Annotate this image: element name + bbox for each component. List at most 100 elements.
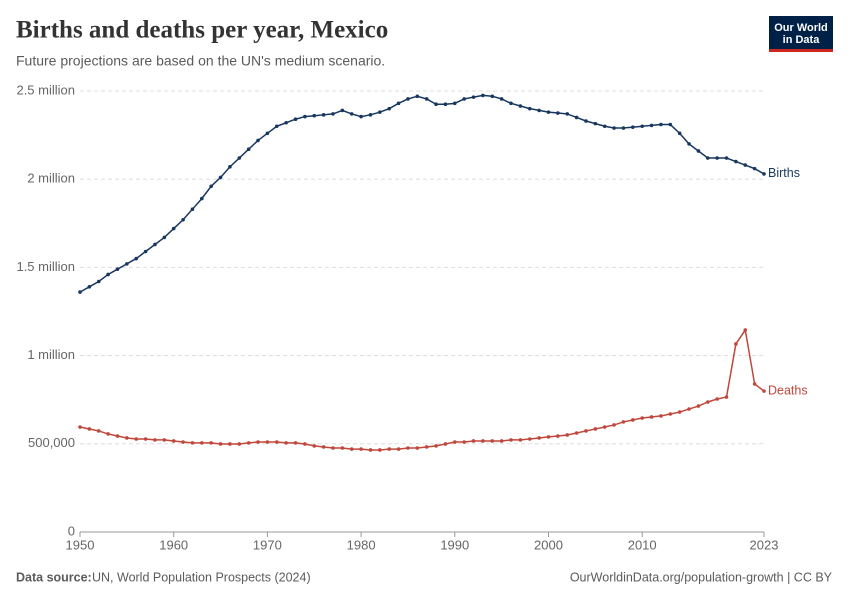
y-tick-label: 1.5 million [16,259,75,274]
data-point [321,113,326,117]
data-point [396,101,401,106]
data-point [387,447,392,451]
x-tick-label: 1990 [440,537,469,552]
data-point [237,156,242,160]
data-point [406,446,410,450]
series-label: Births [768,166,800,180]
data-point [593,427,598,431]
x-tick-label: 1980 [347,537,376,552]
data-point [284,120,288,125]
data-point [668,122,673,127]
source: UN, World Population Prospects (2024) [92,570,311,584]
data-point [443,442,448,446]
x-tick-label: 2000 [534,537,563,552]
data-point [696,404,701,408]
data-point [640,124,644,129]
data-point [321,445,326,449]
data-point [724,395,729,399]
data-point [424,445,429,449]
data-point [631,418,635,422]
data-point [612,423,616,427]
data-point [471,439,476,443]
data-point [631,125,635,129]
logo-box[interactable] [769,16,833,52]
data-point [209,441,213,445]
data-point [359,447,363,451]
x-tick-label: 1970 [253,537,282,552]
data-point [228,165,232,169]
data-point [274,124,279,129]
data-point [593,121,598,126]
data-point [452,101,457,106]
data-point [200,441,204,445]
data-point [499,439,504,443]
data-point [143,437,148,441]
data-point [462,97,466,101]
data-point [659,122,663,127]
footer-link[interactable]: OurWorldinData.org/population-growth | C… [570,570,833,584]
data-point [452,440,457,444]
data-point [265,440,270,444]
data-point [143,249,148,254]
data-point [378,448,382,452]
data-point [125,262,129,266]
data-point [406,97,410,101]
data-point [171,439,176,443]
data-point [584,119,588,123]
data-point [96,429,101,433]
data-point [546,110,551,114]
data-point [443,102,448,107]
data-point [153,242,157,247]
y-tick-label: 2 million [27,171,75,186]
data-point [705,400,710,404]
data-point [368,113,373,117]
data-point [181,440,185,444]
data-point [115,267,120,271]
data-point [349,112,354,116]
data-point [705,156,710,160]
data-point [293,117,298,122]
data-point [621,126,626,130]
y-tick-label: 2.5 million [16,82,75,97]
data-point [743,328,748,332]
data-point [171,226,176,231]
logo-stripe [769,49,833,52]
data-point [527,106,532,111]
data-point [125,436,129,440]
data-point [499,97,504,101]
data-point [312,444,317,448]
data-point [724,156,729,160]
data-point [762,172,766,176]
data-point [696,149,701,153]
series-line [79,328,765,451]
data-point [190,441,195,445]
data-point [640,416,644,420]
data-point [78,425,82,429]
data-point [378,110,382,114]
data-point [556,434,560,438]
data-point [256,440,260,444]
data-point [471,95,476,99]
data-point [574,115,579,120]
data-point [743,163,748,167]
data-point [349,447,354,451]
x-tick-label: 2023 [750,537,779,552]
data-point [602,124,607,129]
data-point [162,438,167,442]
data-point [331,446,335,450]
logo-text: in Data [783,34,821,46]
data-point [396,447,401,451]
data-point [106,272,110,277]
data-point [584,429,588,433]
data-point [340,108,345,113]
data-point [87,285,92,289]
data-point [218,175,223,180]
data-point [602,425,607,429]
data-point [546,435,551,439]
y-tick-label: 500,000 [28,435,75,450]
data-point [434,102,438,107]
data-point [190,207,195,211]
data-point [649,415,654,419]
data-point [200,196,204,201]
